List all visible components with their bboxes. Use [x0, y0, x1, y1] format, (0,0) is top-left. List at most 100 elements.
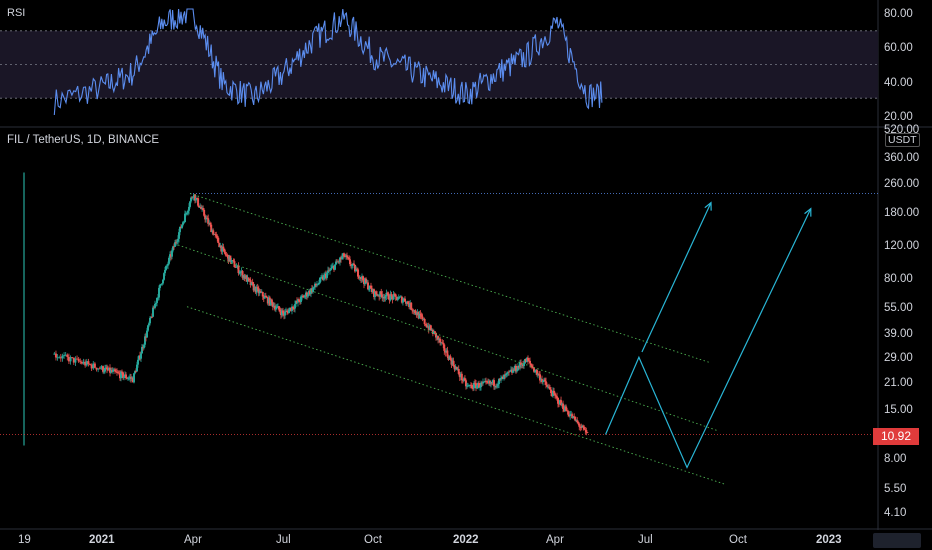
candle-body — [163, 273, 165, 280]
candle-body — [533, 368, 535, 372]
candle-body — [482, 382, 484, 384]
candle-body — [353, 263, 355, 266]
candle-body — [212, 230, 215, 235]
candle-body — [164, 269, 166, 274]
candle-body — [284, 311, 286, 316]
candle-body — [473, 382, 475, 389]
price-tick-260: 260.00 — [884, 178, 920, 190]
candle-body — [72, 357, 75, 363]
candle-body — [523, 363, 525, 367]
candle-body — [464, 380, 467, 387]
candle-body — [391, 295, 394, 300]
candle-body — [90, 364, 93, 369]
candle-body — [412, 310, 415, 312]
candle-body — [422, 318, 425, 320]
candle-body — [433, 331, 436, 333]
candle-body — [258, 291, 261, 294]
rsi-tick-80: 80.00 — [884, 8, 913, 20]
x-label-oct-2022: Oct — [729, 534, 747, 546]
candle-body — [106, 367, 108, 370]
candle-body — [500, 378, 502, 379]
candle-body — [486, 381, 488, 382]
candle-body — [140, 353, 142, 359]
rsi-tick-20: 20.00 — [884, 111, 913, 123]
candle-body — [191, 197, 193, 199]
candle-body — [367, 282, 369, 290]
candle-body — [316, 284, 318, 286]
candle-body — [415, 313, 418, 316]
candle-body — [267, 297, 270, 304]
candle-body — [493, 380, 495, 387]
candle-body — [176, 241, 178, 243]
candle-body — [368, 288, 370, 290]
candle-body — [346, 255, 348, 258]
candle-body — [450, 359, 453, 365]
candle-body — [202, 208, 205, 210]
candle-body — [237, 265, 240, 274]
candle-body — [406, 301, 409, 304]
candle-body — [349, 259, 351, 265]
candle-body — [251, 282, 254, 284]
candle-body — [243, 275, 246, 279]
candle-body — [79, 361, 82, 363]
candle-body — [541, 379, 543, 383]
candle-body — [548, 386, 550, 388]
candle-body — [392, 294, 395, 300]
candle-body — [334, 264, 336, 270]
x-label-19: 19 — [18, 534, 31, 546]
candle-body — [53, 353, 56, 355]
candle-body — [133, 373, 135, 383]
candle-body — [122, 372, 124, 378]
candle-body — [573, 416, 576, 418]
candle-body — [293, 308, 295, 310]
candle-body — [253, 286, 256, 291]
candle-body — [271, 302, 274, 307]
rsi-tick-40: 40.00 — [884, 77, 913, 89]
price-tick-5-5: 5.50 — [884, 483, 907, 495]
candle-body — [141, 347, 143, 354]
candle-body — [263, 295, 266, 299]
candle-body — [448, 356, 451, 360]
candle-body — [556, 396, 558, 398]
candle-body — [458, 373, 461, 378]
candle-body — [187, 210, 189, 213]
candle-body — [276, 306, 279, 307]
candle-body — [529, 360, 531, 364]
candle-body — [444, 350, 447, 353]
candle-body — [195, 198, 198, 201]
candle-body — [156, 297, 158, 303]
candle-body — [459, 373, 462, 378]
candle-body — [550, 389, 552, 394]
candle-body — [127, 378, 129, 380]
candle-body — [423, 318, 426, 325]
candle-body — [578, 423, 581, 427]
candle-body — [583, 427, 586, 430]
candle-body — [217, 237, 220, 244]
rsi-title: RSI — [7, 7, 26, 19]
candle-body — [457, 369, 460, 374]
candle-body — [250, 282, 253, 286]
candle-body — [479, 387, 481, 388]
candle-body — [549, 387, 551, 390]
candle-body — [420, 315, 423, 317]
candle-body — [306, 292, 308, 297]
candle-body — [497, 384, 499, 386]
axis-settings-icon[interactable] — [873, 533, 921, 548]
candle-body — [446, 350, 449, 357]
candle-body — [375, 291, 378, 295]
candle-body — [389, 294, 392, 301]
price-tick-120: 120.00 — [884, 240, 920, 252]
candle-body — [209, 222, 212, 225]
symbol-title: FIL / TetherUS, 1D, BINANCE — [7, 134, 160, 146]
candle-body — [370, 285, 372, 289]
candle-body — [509, 370, 511, 372]
candle-body — [238, 272, 241, 274]
candle-body — [240, 271, 243, 272]
candle-body — [409, 302, 412, 308]
candle-body — [280, 310, 283, 316]
currency-badge[interactable]: USDT — [885, 133, 920, 147]
candle-body — [261, 292, 264, 297]
price-tick-21: 21.00 — [884, 377, 913, 389]
candle-body — [404, 298, 406, 302]
